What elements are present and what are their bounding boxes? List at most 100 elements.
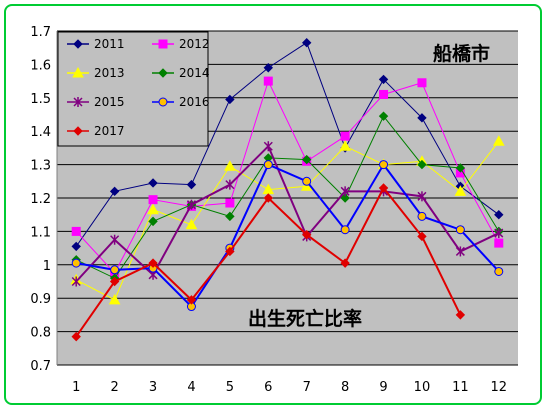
legend-box [57, 31, 209, 147]
x-tick-label: 5 [226, 380, 234, 395]
data-point-2015 [417, 191, 427, 202]
legend-item-2011: 2011 [67, 37, 125, 51]
legend-marker [158, 97, 168, 107]
y-tick-label: 1.7 [30, 25, 51, 40]
data-point-2011 [494, 209, 504, 220]
y-tick-label: 1.5 [30, 92, 51, 107]
data-point-2016 [263, 160, 273, 170]
data-point-2011 [263, 63, 273, 73]
data-point-2014 [302, 154, 312, 165]
legend-label: 2014 [179, 66, 210, 80]
legend-marker [72, 66, 84, 78]
data-point-2017 [225, 246, 235, 257]
legend-marker [73, 97, 83, 107]
data-point-2013 [339, 140, 351, 151]
data-point-2016 [340, 225, 350, 235]
series-layer [70, 37, 505, 342]
series-2017 [71, 183, 466, 342]
data-point-2011 [378, 74, 389, 85]
legend-item-2016: 2016 [152, 95, 210, 109]
y-tick-label: 1.3 [30, 159, 51, 174]
data-point-2012 [225, 198, 235, 208]
data-point-2012 [263, 76, 273, 86]
data-point-2017 [417, 231, 427, 242]
data-point-2014 [455, 163, 466, 173]
legend-item-2017: 2017 [67, 124, 125, 138]
series-line-2013 [75, 140, 500, 301]
data-point-2013 [224, 160, 236, 171]
data-point-2017 [302, 230, 312, 240]
data-point-2016 [455, 225, 465, 235]
data-point-2012 [417, 78, 427, 88]
data-point-2014 [417, 159, 427, 170]
data-point-2015 [186, 199, 196, 210]
x-tick-label: 3 [149, 380, 157, 395]
data-point-2015 [71, 276, 81, 287]
series-line-2011 [75, 41, 500, 247]
data-point-2017 [186, 295, 197, 305]
data-point-2016 [302, 176, 312, 186]
legend-marker [158, 68, 168, 78]
x-tick-label: 4 [187, 380, 195, 395]
data-point-2013 [147, 203, 159, 215]
x-tick-label: 7 [303, 380, 311, 395]
y-tick-label: 1.4 [30, 125, 51, 140]
data-point-2015 [110, 234, 120, 245]
y-tick-label: 1 [43, 259, 51, 274]
legend-label: 2012 [179, 37, 210, 51]
data-point-2017 [340, 258, 350, 268]
legend-marker [73, 126, 83, 136]
series-2012 [71, 76, 504, 278]
data-point-2014 [225, 211, 235, 222]
data-point-2012 [71, 226, 81, 236]
data-point-2011 [186, 179, 197, 190]
y-tick-label: 0.9 [30, 292, 51, 307]
data-point-2012 [340, 131, 350, 141]
legend-item-2013: 2013 [67, 66, 125, 80]
x-tick-label: 6 [264, 380, 272, 395]
data-point-2012 [494, 238, 504, 248]
y-tick-label: 1.6 [30, 58, 51, 73]
city-annotation: 船橋市 [433, 42, 490, 65]
data-point-2015 [340, 186, 350, 197]
legend-label: 2013 [94, 66, 125, 80]
data-point-2014 [378, 111, 389, 121]
y-tick-label: 0.8 [30, 326, 51, 341]
data-point-2011 [71, 241, 81, 252]
data-point-2012 [379, 89, 389, 99]
data-point-2011 [109, 186, 120, 197]
series-line-2012 [75, 79, 500, 275]
data-point-2015 [455, 246, 465, 257]
data-point-2013 [185, 218, 198, 230]
legend: 2011 2012 2013 2014 2015 2016 2017 [57, 31, 210, 147]
legend-marker [73, 39, 83, 49]
x-axis-ticks: 1 2 3 4 5 6 7 8 9 10 11 12 [72, 380, 507, 395]
ratio-annotation: 出生死亡比率 [248, 307, 362, 330]
y-tick-label: 1.1 [30, 225, 51, 240]
data-point-2014 [340, 193, 350, 203]
legend-label: 2011 [94, 37, 125, 51]
data-point-2017 [71, 331, 81, 342]
x-tick-label: 10 [414, 380, 431, 395]
data-point-2017 [148, 258, 158, 268]
data-point-2013 [492, 135, 505, 146]
data-point-2011 [417, 113, 427, 123]
legend-marker [158, 39, 168, 49]
x-tick-label: 1 [72, 380, 80, 395]
y-tick-label: 1.2 [30, 192, 51, 207]
legend-item-2015: 2015 [67, 95, 125, 109]
data-point-2013 [108, 293, 121, 305]
series-line-2016 [76, 162, 500, 309]
legend-label: 2016 [179, 95, 210, 109]
data-point-2017 [455, 310, 466, 320]
data-point-2011 [302, 37, 312, 48]
data-point-2011 [225, 94, 235, 105]
data-point-2017 [263, 193, 273, 203]
data-point-2014 [148, 216, 158, 227]
data-point-2016 [379, 160, 389, 170]
y-tick-label: 0.7 [30, 359, 51, 374]
data-point-2015 [225, 179, 235, 190]
data-point-2017 [109, 276, 120, 287]
legend-label: 2017 [94, 124, 125, 138]
series-line-2014 [75, 115, 500, 279]
